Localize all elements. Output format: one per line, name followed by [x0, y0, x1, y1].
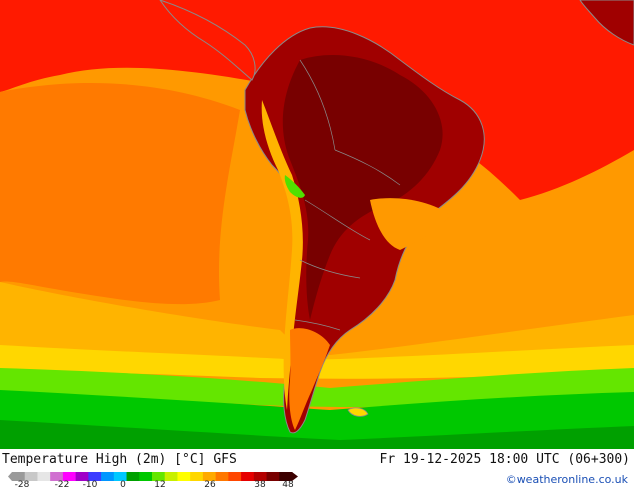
legend-swatch [88, 472, 102, 481]
field-deep-orange-west [0, 83, 240, 305]
temperature-map [0, 0, 634, 449]
legend-swatch [177, 472, 191, 481]
amazon-hot-core [282, 55, 443, 320]
legend-swatch [253, 472, 268, 481]
legend-swatch [152, 472, 166, 481]
legend-swatch [266, 472, 280, 481]
legend-swatch [75, 472, 89, 481]
legend-swatch [24, 472, 38, 481]
legend-swatch [12, 472, 26, 481]
africa-edge [579, 0, 634, 46]
legend-arrow-right [292, 472, 298, 481]
legend-swatch [101, 472, 115, 481]
legend-swatch [202, 472, 217, 481]
legend-swatch [62, 472, 77, 481]
legend-tick-label: 38 [254, 480, 266, 490]
legend-tick-label: 26 [204, 480, 216, 490]
legend-swatch [190, 472, 204, 481]
map-footer: Temperature High (2m) [°C] GFS Fr 19-12-… [0, 449, 634, 490]
map-title: Temperature High (2m) [°C] GFS [2, 452, 237, 467]
legend-tick-label: -10 [82, 480, 98, 490]
legend-swatch [241, 472, 255, 481]
forecast-datetime: Fr 19-12-2025 18:00 UTC (06+300) [379, 452, 630, 467]
source-credit-link[interactable]: ©weatheronline.co.uk [505, 473, 628, 486]
legend-tick-label: -22 [54, 480, 70, 490]
legend-swatch [139, 472, 153, 481]
field-yellow-orange-south [0, 282, 634, 371]
map-canvas [0, 0, 634, 449]
legend-tick-label: 12 [154, 480, 166, 490]
southeast-warm-patch [370, 198, 450, 250]
central-america [159, 0, 256, 81]
legend-swatch [50, 472, 64, 481]
legend-tick-label: 0 [120, 480, 126, 490]
legend-swatch [279, 472, 293, 481]
legend-tick-label: 48 [282, 480, 294, 490]
legend-swatch [215, 472, 229, 481]
legend-swatch [113, 472, 128, 481]
falkland-islands [347, 407, 369, 417]
field-light-green [0, 368, 634, 408]
patagonia-orange [289, 328, 330, 430]
legend-swatch [126, 472, 140, 481]
legend-tick-label: -28 [14, 480, 30, 490]
legend-swatch [37, 472, 51, 481]
andes-green-patch [284, 175, 305, 198]
legend-arrow-left [8, 472, 12, 481]
legend-swatch [228, 472, 242, 481]
legend-swatch [164, 472, 178, 481]
field-dark-green-south [0, 420, 634, 449]
temperature-legend: -28 -22 -10 0 12 26 38 48 [8, 472, 298, 490]
legend-color-bar [8, 472, 298, 481]
country-borders [294, 59, 401, 331]
